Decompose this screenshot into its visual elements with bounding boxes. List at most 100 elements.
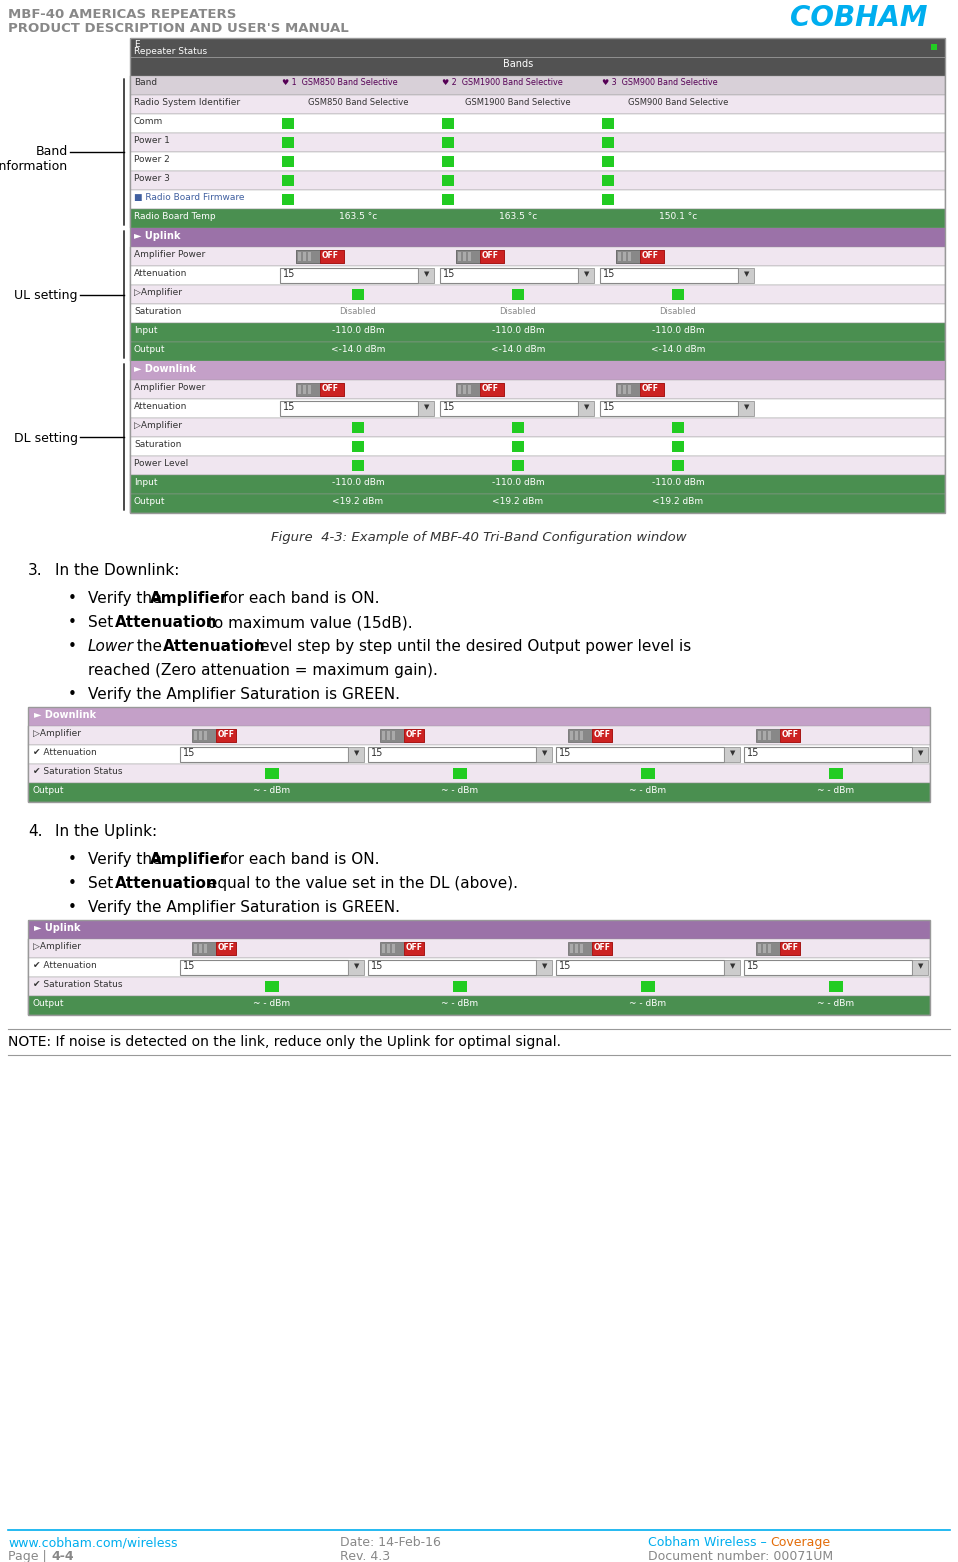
Text: Rev. 4.3: Rev. 4.3	[340, 1550, 390, 1562]
Text: ▼: ▼	[918, 750, 924, 756]
Text: ► Uplink: ► Uplink	[34, 923, 80, 933]
Text: In the Uplink:: In the Uplink:	[55, 825, 157, 839]
Text: ▷Amplifier: ▷Amplifier	[33, 942, 81, 951]
Bar	[380, 729, 424, 742]
Bar	[628, 251, 631, 261]
Text: GSM900 Band Selective: GSM900 Band Selective	[627, 98, 728, 108]
Bar	[392, 731, 395, 740]
Bar	[28, 726, 930, 745]
Bar	[418, 269, 434, 283]
Text: for each band is ON.: for each band is ON.	[218, 851, 379, 867]
Bar	[28, 958, 930, 976]
Text: UL setting: UL setting	[14, 289, 78, 303]
Bar	[512, 289, 524, 300]
Bar	[130, 56, 945, 77]
Bar	[453, 981, 467, 992]
Text: Output: Output	[134, 345, 166, 355]
Text: Saturation: Saturation	[134, 308, 181, 316]
Bar	[130, 37, 945, 512]
Text: MBF-40 AMERICAS REPEATERS: MBF-40 AMERICAS REPEATERS	[8, 8, 237, 20]
Text: Set: Set	[88, 876, 118, 890]
Bar	[28, 997, 930, 1015]
Text: 163.5 °c: 163.5 °c	[339, 212, 377, 220]
Bar	[758, 731, 761, 740]
Bar	[780, 729, 800, 742]
Bar	[623, 384, 626, 394]
Text: 15: 15	[283, 401, 295, 412]
Text: ► Downlink: ► Downlink	[34, 711, 96, 720]
Text: Amplifier Power: Amplifier Power	[134, 250, 205, 259]
Bar	[308, 251, 311, 261]
Text: •: •	[68, 615, 77, 629]
Bar	[580, 943, 583, 953]
Text: level step by step until the desired Output power level is: level step by step until the desired Out…	[251, 639, 692, 654]
Bar	[418, 401, 434, 415]
Bar	[602, 194, 614, 205]
Bar	[616, 383, 664, 397]
Bar	[744, 961, 912, 975]
Text: ▼: ▼	[918, 964, 924, 968]
Text: ▼: ▼	[744, 270, 749, 276]
Bar	[296, 250, 344, 262]
Bar	[194, 731, 197, 740]
Text: Set: Set	[88, 615, 118, 629]
Text: OFF: OFF	[594, 729, 611, 739]
Text: 15: 15	[559, 961, 571, 972]
Text: ▼: ▼	[542, 964, 547, 968]
Text: Band
information: Band information	[0, 145, 68, 173]
Bar	[180, 961, 348, 975]
Bar	[28, 939, 930, 958]
Bar	[28, 708, 930, 801]
Bar	[282, 175, 294, 186]
Bar	[130, 323, 945, 342]
Bar	[570, 731, 573, 740]
Bar	[592, 729, 612, 742]
Bar	[442, 137, 454, 148]
Bar	[130, 494, 945, 512]
Text: ~ - dBm: ~ - dBm	[442, 786, 479, 795]
Text: GSM1900 Band Selective: GSM1900 Band Selective	[466, 98, 571, 108]
Bar	[130, 77, 945, 95]
Bar	[616, 250, 664, 262]
Bar	[28, 764, 930, 783]
Text: ~ - dBm: ~ - dBm	[442, 1000, 479, 1007]
Bar	[265, 981, 279, 992]
Bar	[463, 384, 466, 394]
Text: •: •	[68, 900, 77, 915]
Bar	[130, 361, 945, 380]
Text: the: the	[132, 639, 167, 654]
Text: 15: 15	[443, 401, 455, 412]
Bar	[130, 95, 945, 114]
Text: -110.0 dBm: -110.0 dBm	[651, 326, 704, 334]
Text: ▼: ▼	[730, 964, 736, 968]
Bar	[204, 943, 207, 953]
Bar	[130, 247, 945, 266]
Text: OFF: OFF	[482, 251, 499, 259]
Text: Verify the Amplifier Saturation is GREEN.: Verify the Amplifier Saturation is GREEN…	[88, 687, 400, 701]
Bar	[442, 119, 454, 130]
Bar	[829, 981, 843, 992]
Text: Disabled: Disabled	[660, 308, 696, 316]
Bar	[738, 269, 754, 283]
Bar	[763, 731, 766, 740]
Bar	[512, 422, 524, 433]
Bar	[442, 175, 454, 186]
Text: <-14.0 dBm: <-14.0 dBm	[490, 345, 545, 355]
Bar	[640, 383, 664, 397]
Bar	[458, 251, 461, 261]
Bar	[602, 119, 614, 130]
Text: •: •	[68, 639, 77, 654]
Bar	[480, 250, 504, 262]
Text: Disabled: Disabled	[500, 308, 536, 316]
Text: Amplifier: Amplifier	[150, 851, 228, 867]
Bar	[442, 194, 454, 205]
Text: Lower: Lower	[88, 639, 134, 654]
Text: NOTE: If noise is detected on the link, reduce only the Uplink for optimal signa: NOTE: If noise is detected on the link, …	[8, 1036, 561, 1050]
Text: OFF: OFF	[782, 729, 799, 739]
Text: ♥ 2  GSM1900 Band Selective: ♥ 2 GSM1900 Band Selective	[442, 78, 562, 87]
Bar	[280, 401, 418, 415]
Text: Repeater Status: Repeater Status	[134, 47, 207, 56]
Bar	[458, 384, 461, 394]
Bar	[568, 942, 612, 954]
Text: OFF: OFF	[482, 384, 499, 394]
